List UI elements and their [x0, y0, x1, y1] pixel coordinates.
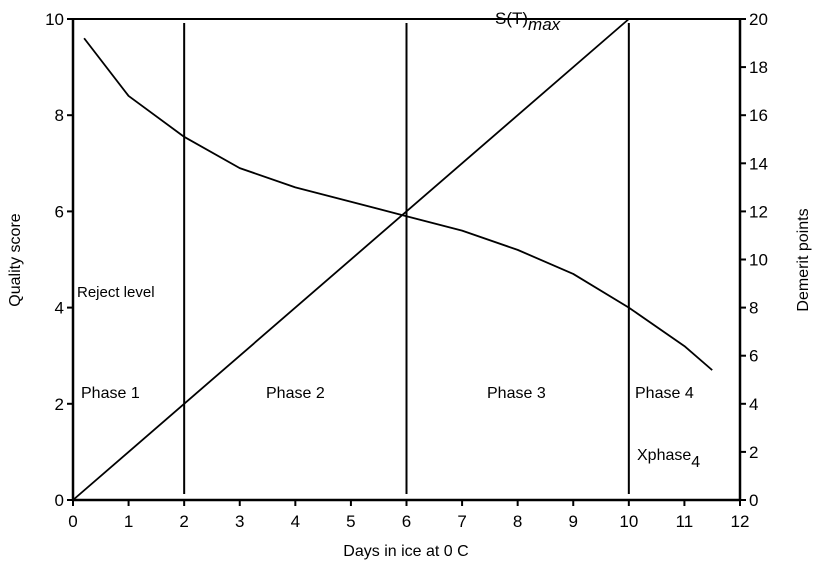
phase-2-label: Phase 2	[266, 385, 325, 402]
x-tick-label: 11	[676, 512, 694, 531]
stmax-line	[72, 18, 630, 501]
quality-score-line	[83, 37, 713, 371]
x-tick-label: 5	[346, 512, 355, 531]
reject-level-label: Reject level	[77, 284, 155, 301]
y2-tick-label: 0	[749, 491, 758, 510]
y2-axis-label: Demerit points	[795, 208, 812, 311]
x-tick-label: 10	[619, 512, 638, 531]
x-tick-label: 4	[291, 512, 300, 531]
y2-tick-label: 8	[749, 299, 758, 318]
y2-tick-label: 16	[749, 106, 768, 125]
y2-tick-label: 10	[749, 251, 768, 270]
y2-tick-label: 14	[749, 154, 768, 173]
x-tick-label: 8	[513, 512, 522, 531]
x-tick-label: 9	[569, 512, 578, 531]
stmax-label: S(T)max	[495, 9, 561, 34]
y-tick-label: 0	[55, 491, 64, 510]
y-axis-label: Quality score	[7, 213, 24, 306]
x-tick-label: 3	[235, 512, 244, 531]
y-tick-label: 8	[55, 106, 64, 125]
y-tick-label: 6	[55, 202, 64, 221]
phase-1-label: Phase 1	[81, 385, 140, 402]
phase-3-label: Phase 3	[487, 385, 546, 402]
y2-tick-label: 4	[749, 395, 758, 414]
x-tick-label: 2	[179, 512, 188, 531]
y-tick-label: 4	[55, 299, 64, 318]
phase-4-label: Phase 4	[635, 385, 694, 402]
xphase-sub: 4	[691, 454, 700, 471]
x-tick-label: 7	[457, 512, 466, 531]
x-tick-label: 1	[124, 512, 133, 531]
x-axis-label: Days in ice at 0 C	[343, 543, 468, 560]
y2-tick-label: 2	[749, 443, 758, 462]
marks	[72, 18, 713, 501]
x-tick-label: 6	[402, 512, 411, 531]
y2-tick-label: 6	[749, 347, 758, 366]
stmax-sub: max	[528, 15, 561, 34]
y2-tick-label: 18	[749, 58, 768, 77]
stmax-main: S(T)	[495, 9, 528, 28]
xphase-label: Xphase4	[637, 447, 700, 471]
x-tick-label: 0	[68, 512, 77, 531]
y2-tick-label: 20	[749, 10, 768, 29]
x-tick-label: 12	[731, 512, 750, 531]
y2-tick-label: 12	[749, 202, 768, 221]
y-tick-label: 10	[45, 10, 64, 29]
y-tick-label: 2	[55, 395, 64, 414]
xphase-main: Xphase	[637, 447, 691, 464]
